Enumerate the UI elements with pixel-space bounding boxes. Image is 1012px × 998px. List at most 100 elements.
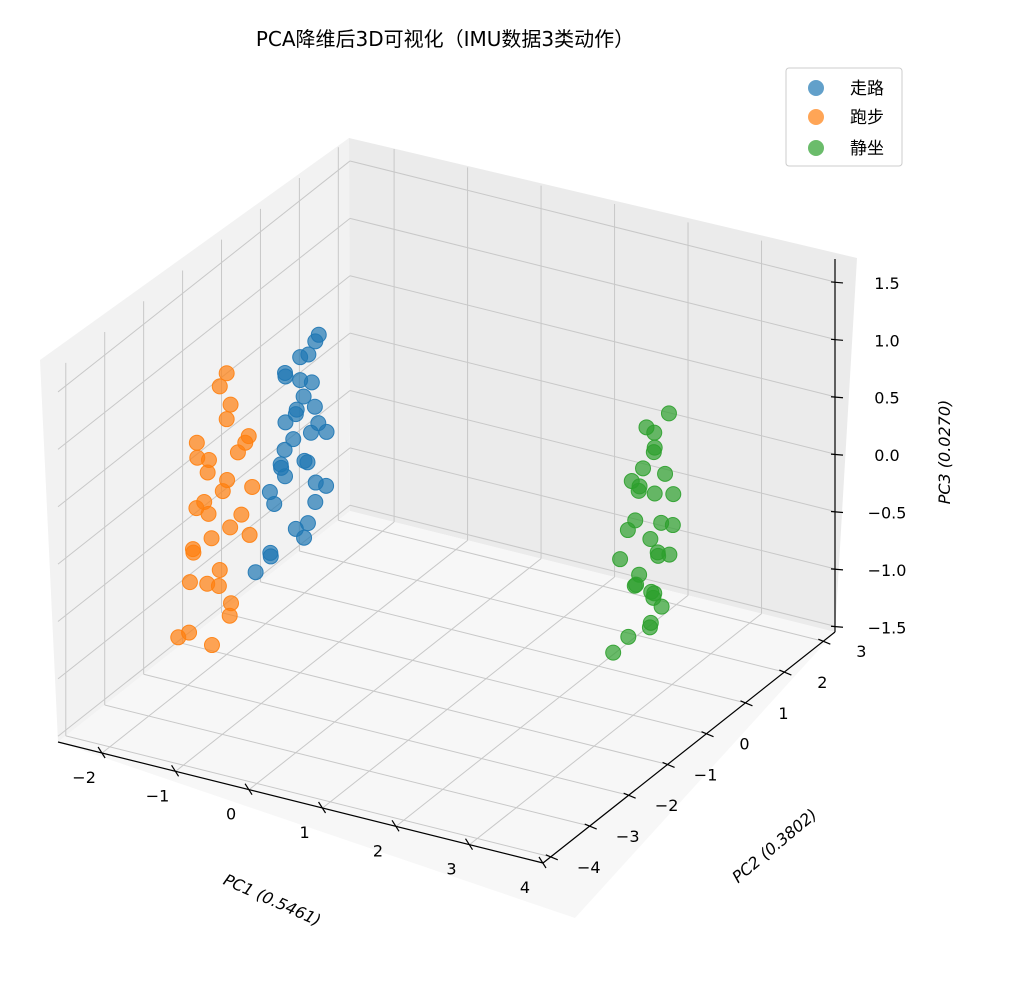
data-point (261, 484, 278, 501)
data-point (219, 472, 236, 489)
y-tick-label: −1 (694, 765, 718, 784)
data-point (241, 526, 258, 543)
y-tick-mark (818, 638, 831, 645)
x-tick-label: 4 (520, 878, 530, 897)
legend-marker-sit (808, 140, 824, 156)
z-tick-label: 0.0 (874, 446, 899, 465)
data-point (233, 506, 250, 523)
legend-label-sit: 静坐 (850, 139, 884, 159)
data-point (181, 574, 198, 591)
gridline-y-floor (104, 704, 590, 827)
data-point (222, 519, 239, 536)
data-point (211, 562, 228, 579)
data-point (657, 465, 674, 482)
data-point (184, 541, 201, 558)
y-tick-label: 3 (856, 642, 866, 661)
data-point (665, 486, 682, 503)
gridline-y-floor (221, 612, 707, 735)
data-point (307, 494, 324, 511)
floor-pane (58, 511, 835, 918)
y-axis-label: PC2 (0.3802) (728, 805, 820, 887)
x-tick-label: 1 (299, 823, 309, 842)
gridline-y-floor (338, 519, 824, 642)
legend-marker-run (808, 109, 824, 125)
gridline-z-left (57, 275, 351, 508)
gridline-z-left (57, 332, 351, 565)
data-point (628, 576, 645, 593)
data-point (295, 388, 312, 405)
y-tick-mark (779, 669, 792, 676)
z-tick-label: −1.0 (868, 561, 907, 580)
z-tick-label: 1.0 (874, 331, 899, 350)
data-point (223, 595, 240, 612)
x-tick-mark (244, 783, 253, 795)
z-tick-mark (830, 510, 844, 514)
x-tick-label: −1 (146, 786, 170, 805)
gridlines (57, 147, 836, 864)
data-point (211, 378, 228, 395)
z-tick-label: 0.5 (874, 389, 899, 408)
data-point (646, 485, 663, 502)
z-tick-label: −0.5 (868, 503, 907, 522)
gridline-x-floor (101, 521, 395, 754)
x-tick-mark (465, 838, 474, 850)
y-tick-label: 0 (739, 735, 749, 754)
data-point (660, 405, 677, 422)
tick-labels: −2−101234−4−3−2−10123−1.5−1.0−0.50.00.51… (72, 274, 906, 897)
data-point (299, 515, 316, 532)
x-tick-mark (391, 820, 400, 832)
back-wall-pane (349, 138, 857, 632)
data-point (650, 547, 667, 564)
data-point (277, 368, 294, 385)
y-tick-mark (740, 700, 753, 707)
z-tick-mark (830, 453, 844, 456)
data-points (170, 326, 682, 661)
chart-title: PCA降维后3D可视化（IMU数据3类动作） (256, 27, 634, 51)
z-tick-mark (830, 338, 844, 341)
gridline-z-back (349, 390, 836, 512)
gridline-x-floor (395, 594, 689, 827)
y-tick-mark (623, 792, 636, 799)
data-point (188, 434, 205, 451)
legend-item-run: 跑步 (808, 108, 884, 128)
data-point (620, 628, 637, 645)
data-point (237, 434, 254, 451)
data-point (619, 522, 636, 539)
legend-marker-walk (808, 80, 824, 96)
y-tick-label: −2 (655, 796, 679, 815)
x-tick-mark (171, 765, 180, 777)
y-tick-label: −3 (616, 827, 640, 846)
axes-3d: −2−101234−4−3−2−10123−1.5−1.0−0.50.00.51… (40, 138, 906, 918)
data-point (307, 474, 324, 491)
data-point (296, 529, 313, 546)
data-point (189, 449, 206, 466)
data-point (292, 372, 309, 389)
data-point (310, 415, 327, 432)
data-point (276, 441, 293, 458)
z-tick-mark (830, 568, 844, 571)
data-point (247, 564, 264, 581)
data-point (306, 398, 323, 415)
x-tick-label: 2 (373, 841, 383, 860)
gridline-z-back (349, 332, 836, 455)
data-point (612, 551, 629, 568)
x-tick-mark (318, 801, 327, 814)
gridline-y-floor (182, 642, 668, 765)
y-tick-label: 1 (778, 704, 788, 723)
z-axis-label: PC3 (0.0270) (935, 400, 954, 505)
gridline-y-floor (143, 673, 629, 796)
x-axis-label: PC1 (0.5461) (221, 870, 324, 930)
gridline-y-floor (299, 550, 785, 673)
data-point (646, 439, 663, 456)
x-tick-label: −2 (72, 768, 96, 787)
legend-label-walk: 走路 (850, 79, 884, 99)
data-point (272, 456, 289, 473)
data-point (642, 614, 659, 631)
z-tick-mark (830, 625, 844, 628)
y-tick-mark (545, 854, 559, 861)
gridline-x-floor (469, 613, 762, 846)
series-2 (605, 405, 682, 661)
data-point (218, 411, 235, 428)
x-tick-mark (97, 746, 106, 759)
